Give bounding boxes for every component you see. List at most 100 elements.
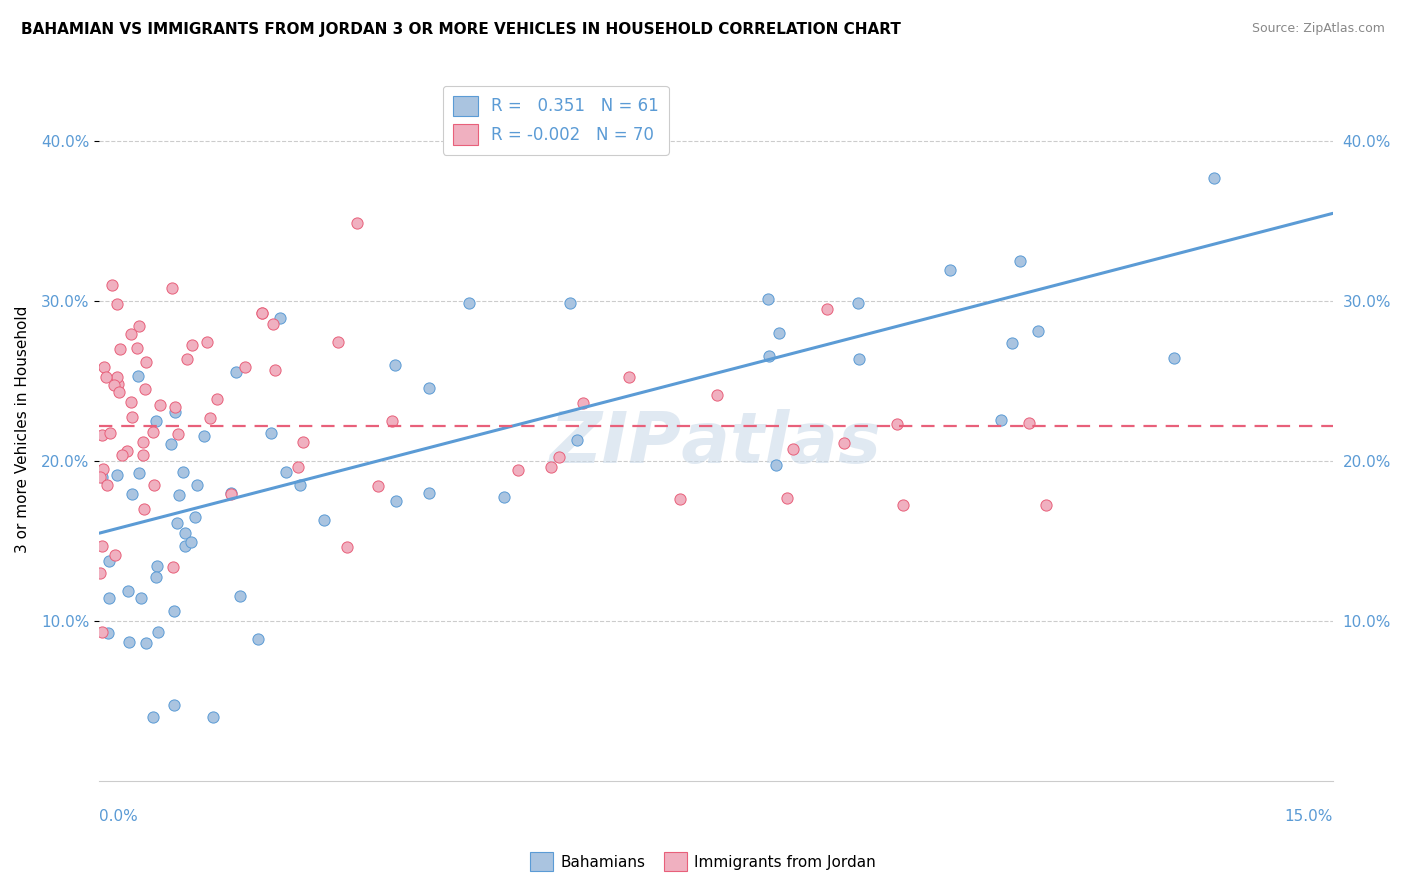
Point — [1008, 254, 1031, 268]
Point — [418, 486, 440, 500]
Point — [228, 589, 250, 603]
Point — [669, 492, 692, 507]
Point — [1000, 336, 1022, 351]
Point — [846, 296, 869, 310]
Point — [939, 263, 962, 277]
Point — [174, 539, 197, 553]
Point — [326, 335, 349, 350]
Point — [287, 460, 309, 475]
Point — [288, 478, 311, 492]
Point — [104, 548, 127, 562]
Point — [250, 306, 273, 320]
Point — [143, 477, 166, 491]
Point — [110, 342, 132, 356]
Text: BAHAMIAN VS IMMIGRANTS FROM JORDAN 3 OR MORE VEHICLES IN HOUSEHOLD CORRELATION C: BAHAMIAN VS IMMIGRANTS FROM JORDAN 3 OR … — [21, 22, 901, 37]
Point — [105, 370, 128, 384]
Point — [201, 710, 224, 724]
Point — [128, 466, 150, 480]
Point — [262, 318, 284, 332]
Point — [572, 396, 595, 410]
Point — [381, 414, 404, 428]
Point — [131, 448, 153, 462]
Legend: Bahamians, Immigrants from Jordan: Bahamians, Immigrants from Jordan — [524, 847, 882, 877]
Point — [758, 349, 780, 363]
Point — [163, 604, 186, 618]
Point — [121, 410, 143, 425]
Point — [165, 405, 187, 419]
Point — [135, 636, 157, 650]
Point — [259, 426, 281, 441]
Point — [886, 417, 908, 432]
Point — [120, 326, 142, 341]
Point — [263, 363, 285, 377]
Point — [990, 412, 1012, 426]
Point — [127, 369, 149, 384]
Point — [765, 458, 787, 472]
Point — [105, 468, 128, 483]
Point — [274, 465, 297, 479]
Point — [384, 358, 406, 372]
Point — [508, 462, 530, 476]
Point — [135, 354, 157, 368]
Point — [132, 502, 155, 516]
Point — [250, 306, 273, 320]
Point — [832, 436, 855, 450]
Point — [547, 450, 569, 464]
Point — [384, 494, 406, 508]
Point — [221, 486, 243, 500]
Point — [1026, 324, 1049, 338]
Point — [219, 487, 242, 501]
Point — [169, 488, 191, 502]
Point — [1163, 351, 1185, 366]
Point — [225, 365, 247, 379]
Point — [134, 383, 156, 397]
Point — [103, 378, 125, 392]
Point — [172, 465, 194, 479]
Point — [558, 296, 581, 310]
Point — [193, 429, 215, 443]
Point — [706, 388, 728, 402]
Point — [163, 400, 186, 414]
Point — [540, 460, 562, 475]
Point — [89, 566, 111, 580]
Point — [125, 341, 148, 355]
Point — [107, 376, 129, 391]
Text: 0.0%: 0.0% — [100, 809, 138, 824]
Point — [128, 318, 150, 333]
Point — [186, 478, 208, 492]
Point — [108, 385, 131, 400]
Point — [115, 443, 138, 458]
Point — [100, 426, 122, 441]
Point — [118, 634, 141, 648]
Text: Source: ZipAtlas.com: Source: ZipAtlas.com — [1251, 22, 1385, 36]
Point — [98, 554, 121, 568]
Point — [205, 392, 228, 406]
Point — [173, 526, 195, 541]
Point — [312, 513, 335, 527]
Point — [97, 591, 120, 605]
Point — [91, 462, 114, 476]
Point — [756, 292, 779, 306]
Point — [291, 435, 314, 450]
Point — [91, 428, 114, 442]
Point — [815, 301, 838, 316]
Point — [142, 710, 165, 724]
Y-axis label: 3 or more Vehicles in Household: 3 or more Vehicles in Household — [15, 306, 30, 553]
Point — [129, 591, 152, 605]
Point — [96, 477, 118, 491]
Point — [198, 411, 221, 425]
Point — [90, 539, 112, 553]
Point — [848, 352, 870, 367]
Point — [94, 370, 117, 384]
Point — [166, 516, 188, 531]
Point — [117, 583, 139, 598]
Point — [90, 625, 112, 640]
Point — [782, 442, 804, 457]
Point — [167, 427, 190, 442]
Point — [132, 434, 155, 449]
Point — [111, 448, 134, 462]
Point — [1202, 170, 1225, 185]
Point — [145, 414, 167, 428]
Point — [181, 337, 204, 351]
Point — [195, 335, 218, 350]
